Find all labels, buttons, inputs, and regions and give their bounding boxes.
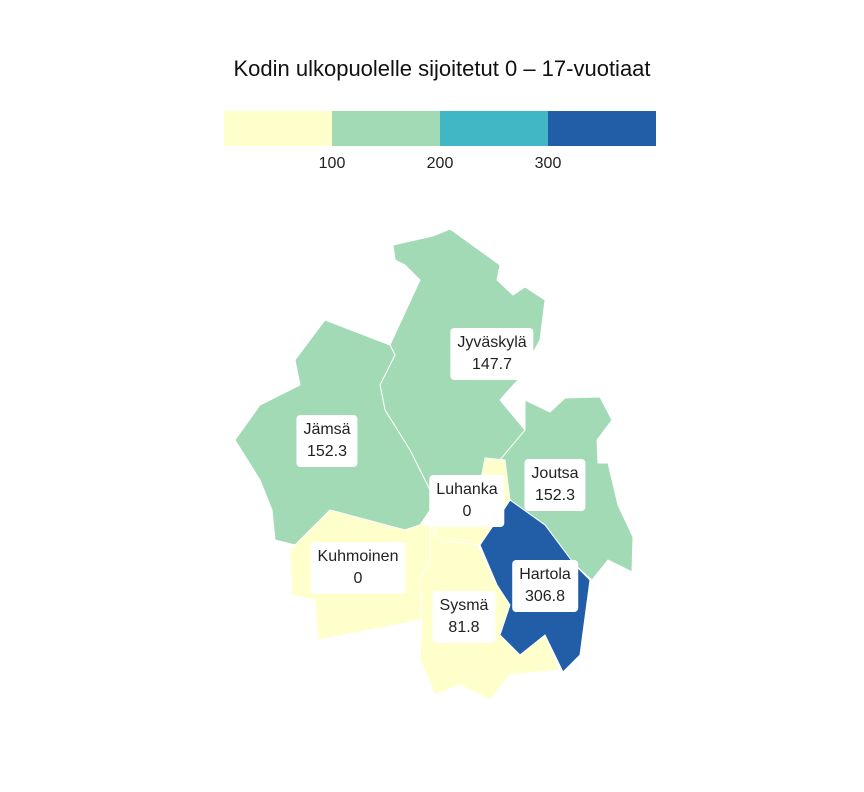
region-label-jamsa: Jämsä 152.3 [296, 415, 358, 467]
map-title: Kodin ulkopuolelle sijoitetut 0 – 17-vuo… [233, 56, 651, 81]
region-value: 152.3 [306, 443, 348, 460]
legend-bin-1 [224, 111, 332, 146]
legend-bin-4 [548, 111, 656, 146]
region-value: 306.8 [524, 588, 566, 605]
region-name: Luhanka [436, 481, 498, 498]
legend-bin-3 [440, 111, 548, 146]
region-name: Jämsä [303, 421, 351, 438]
region-label-kuhmoinen: Kuhmoinen 0 [310, 542, 406, 594]
region-name: Joutsa [531, 465, 579, 482]
region-label-sysma: Sysmä 81.8 [432, 591, 496, 643]
color-legend [224, 111, 656, 146]
legend-tick: 300 [534, 155, 562, 172]
region-value: 0 [353, 570, 363, 587]
region-label-joutsa: Joutsa 152.3 [524, 459, 586, 511]
region-value: 0 [462, 503, 472, 520]
region-name: Jyväskylä [457, 334, 527, 351]
region-label-hartola: Hartola 306.8 [512, 560, 578, 612]
region-value: 81.8 [448, 619, 480, 636]
region-label-jyvaskyla: Jyväskylä 147.7 [450, 328, 534, 380]
region-label-luhanka: Luhanka 0 [429, 475, 505, 527]
region-value: 152.3 [534, 487, 576, 504]
legend-tick: 200 [426, 155, 454, 172]
region-name: Sysmä [439, 597, 489, 614]
region-name: Kuhmoinen [317, 548, 399, 565]
legend-tick: 100 [318, 155, 346, 172]
region-value: 147.7 [471, 356, 513, 373]
region-name: Hartola [519, 566, 571, 583]
legend-bin-2 [332, 111, 440, 146]
